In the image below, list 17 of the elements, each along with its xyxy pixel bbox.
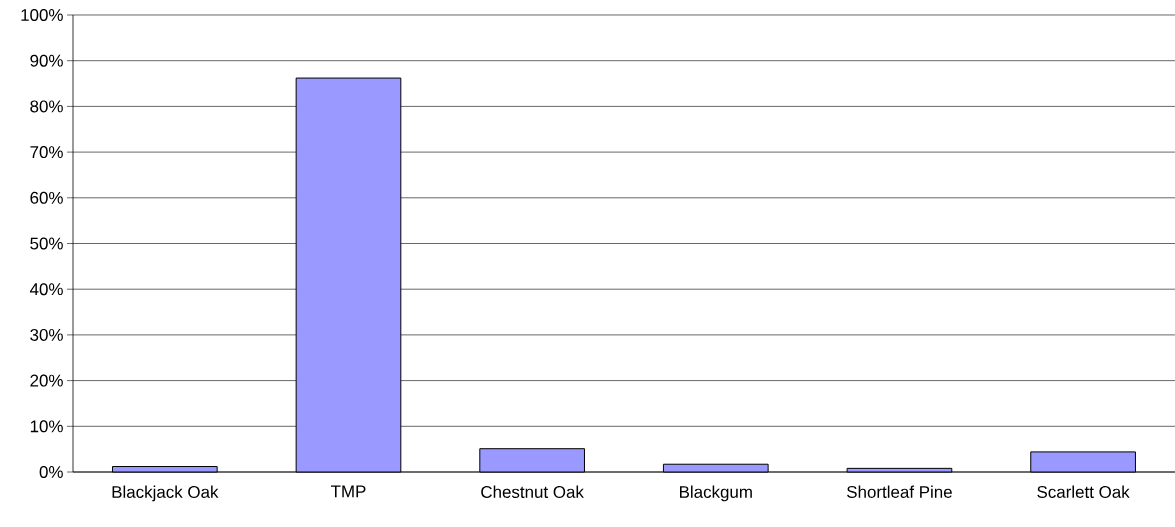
x-tick-label: Blackjack Oak	[112, 485, 219, 502]
y-tick-label: 10%	[30, 420, 63, 433]
y-tick-label: 40%	[29, 283, 63, 296]
x-tick-label: Scarlett Oak	[1037, 485, 1130, 498]
y-tick-label: 30%	[30, 328, 63, 341]
y-tick-label: 20%	[30, 374, 63, 387]
x-tick-label: Shortleaf Pine	[847, 485, 952, 498]
y-tick-label: 70%	[30, 146, 63, 159]
x-tick-label: Blackgum	[680, 485, 752, 502]
y-tick-label: 90%	[30, 54, 63, 67]
x-tick-label: Chestnut Oak	[481, 485, 584, 498]
y-tick-label: 0%	[39, 466, 63, 478]
y-tick-label: 80%	[30, 100, 63, 113]
x-tick-label: TMP	[330, 485, 366, 498]
y-tick-label: 100%	[21, 9, 63, 21]
y-tick-label: 50%	[30, 237, 63, 250]
y-tick-label: 60%	[30, 191, 63, 204]
